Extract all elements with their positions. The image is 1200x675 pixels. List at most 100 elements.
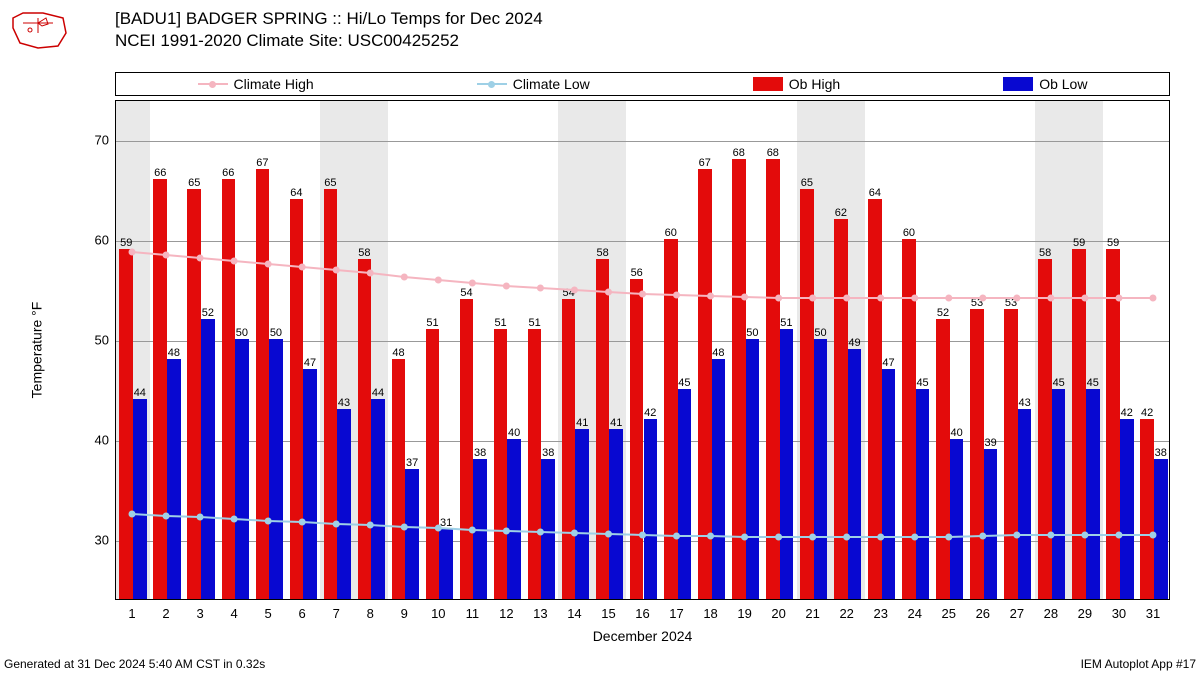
- xtick-label: 31: [1146, 606, 1160, 621]
- xtick-label: 5: [265, 606, 272, 621]
- footer-app: IEM Autoplot App #17: [1081, 657, 1196, 671]
- climate-marker: [605, 289, 612, 296]
- ytick-label: 40: [95, 433, 109, 448]
- climate-marker: [401, 524, 408, 531]
- legend-label: Climate High: [234, 76, 314, 92]
- xtick-label: 21: [805, 606, 819, 621]
- climate-marker: [639, 291, 646, 298]
- climate-marker: [197, 514, 204, 521]
- ytick-label: 50: [95, 333, 109, 348]
- climate-marker: [673, 292, 680, 299]
- climate-marker: [775, 295, 782, 302]
- xtick-label: 15: [601, 606, 615, 621]
- climate-marker: [741, 294, 748, 301]
- xtick-label: 14: [567, 606, 581, 621]
- legend-label: Climate Low: [513, 76, 590, 92]
- xtick-label: 1: [128, 606, 135, 621]
- climate-marker: [1013, 532, 1020, 539]
- climate-marker: [163, 513, 170, 520]
- climate-marker: [163, 252, 170, 259]
- climate-marker: [1047, 295, 1054, 302]
- xtick-label: 25: [942, 606, 956, 621]
- chart-plot-area: 5944664865526650675064476543584448375131…: [115, 100, 1170, 600]
- xtick-label: 10: [431, 606, 445, 621]
- iem-logo: [8, 8, 70, 50]
- climate-marker: [843, 534, 850, 541]
- line-marker-icon: [198, 83, 228, 85]
- legend-ob-high: Ob High: [753, 76, 840, 92]
- xtick-label: 19: [737, 606, 751, 621]
- climate-marker: [435, 525, 442, 532]
- climate-marker: [877, 295, 884, 302]
- xtick-label: 9: [401, 606, 408, 621]
- climate-marker: [843, 295, 850, 302]
- climate-marker: [503, 528, 510, 535]
- title-line-2: NCEI 1991-2020 Climate Site: USC00425252: [115, 30, 543, 52]
- legend-climate-low: Climate Low: [477, 76, 590, 92]
- climate-marker: [435, 277, 442, 284]
- xtick-label: 17: [669, 606, 683, 621]
- climate-marker: [401, 274, 408, 281]
- xtick-label: 24: [908, 606, 922, 621]
- xtick-label: 6: [299, 606, 306, 621]
- climate-lines-svg: [115, 100, 1170, 600]
- xtick-label: 18: [703, 606, 717, 621]
- rect-icon: [753, 77, 783, 91]
- chart-title: [BADU1] BADGER SPRING :: Hi/Lo Temps for…: [115, 8, 543, 52]
- legend-ob-low: Ob Low: [1003, 76, 1087, 92]
- xtick-label: 16: [635, 606, 649, 621]
- climate-marker: [741, 534, 748, 541]
- climate-marker: [265, 518, 272, 525]
- climate-marker: [1149, 295, 1156, 302]
- xtick-label: 11: [466, 606, 480, 621]
- climate-marker: [1149, 532, 1156, 539]
- xtick-label: 20: [771, 606, 785, 621]
- climate-marker: [605, 531, 612, 538]
- x-axis-label: December 2024: [593, 628, 693, 644]
- climate-marker: [1115, 532, 1122, 539]
- climate-marker: [231, 258, 238, 265]
- legend-label: Ob High: [789, 76, 840, 92]
- xtick-label: 27: [1010, 606, 1024, 621]
- climate-marker: [129, 511, 136, 518]
- rect-icon: [1003, 77, 1033, 91]
- climate-marker: [367, 522, 374, 529]
- y-axis-label: Temperature °F: [29, 302, 45, 399]
- climate-marker: [571, 530, 578, 537]
- climate-marker: [775, 534, 782, 541]
- climate-marker: [1081, 295, 1088, 302]
- footer-generated: Generated at 31 Dec 2024 5:40 AM CST in …: [4, 657, 265, 671]
- legend-label: Ob Low: [1039, 76, 1087, 92]
- climate-marker: [809, 295, 816, 302]
- title-line-1: [BADU1] BADGER SPRING :: Hi/Lo Temps for…: [115, 8, 543, 30]
- climate-marker: [571, 287, 578, 294]
- ytick-label: 60: [95, 233, 109, 248]
- climate-marker: [1047, 532, 1054, 539]
- climate-marker: [979, 533, 986, 540]
- xtick-label: 12: [499, 606, 513, 621]
- climate-marker: [707, 293, 714, 300]
- climate-marker: [367, 270, 374, 277]
- climate-marker: [673, 533, 680, 540]
- ytick-label: 70: [95, 133, 109, 148]
- climate-marker: [231, 516, 238, 523]
- climate-marker: [911, 295, 918, 302]
- climate-marker: [537, 529, 544, 536]
- climate-marker: [809, 534, 816, 541]
- climate-marker: [265, 261, 272, 268]
- xtick-label: 30: [1112, 606, 1126, 621]
- climate-marker: [707, 533, 714, 540]
- climate-marker: [129, 249, 136, 256]
- climate-marker: [469, 280, 476, 287]
- climate-marker: [911, 534, 918, 541]
- line-marker-icon: [477, 83, 507, 85]
- xtick-label: 8: [367, 606, 374, 621]
- climate-marker: [945, 295, 952, 302]
- legend: Climate High Climate Low Ob High Ob Low: [115, 72, 1170, 96]
- xtick-label: 29: [1078, 606, 1092, 621]
- climate-marker: [333, 521, 340, 528]
- climate-marker: [979, 295, 986, 302]
- xtick-label: 28: [1044, 606, 1058, 621]
- xtick-label: 3: [196, 606, 203, 621]
- climate-marker: [537, 285, 544, 292]
